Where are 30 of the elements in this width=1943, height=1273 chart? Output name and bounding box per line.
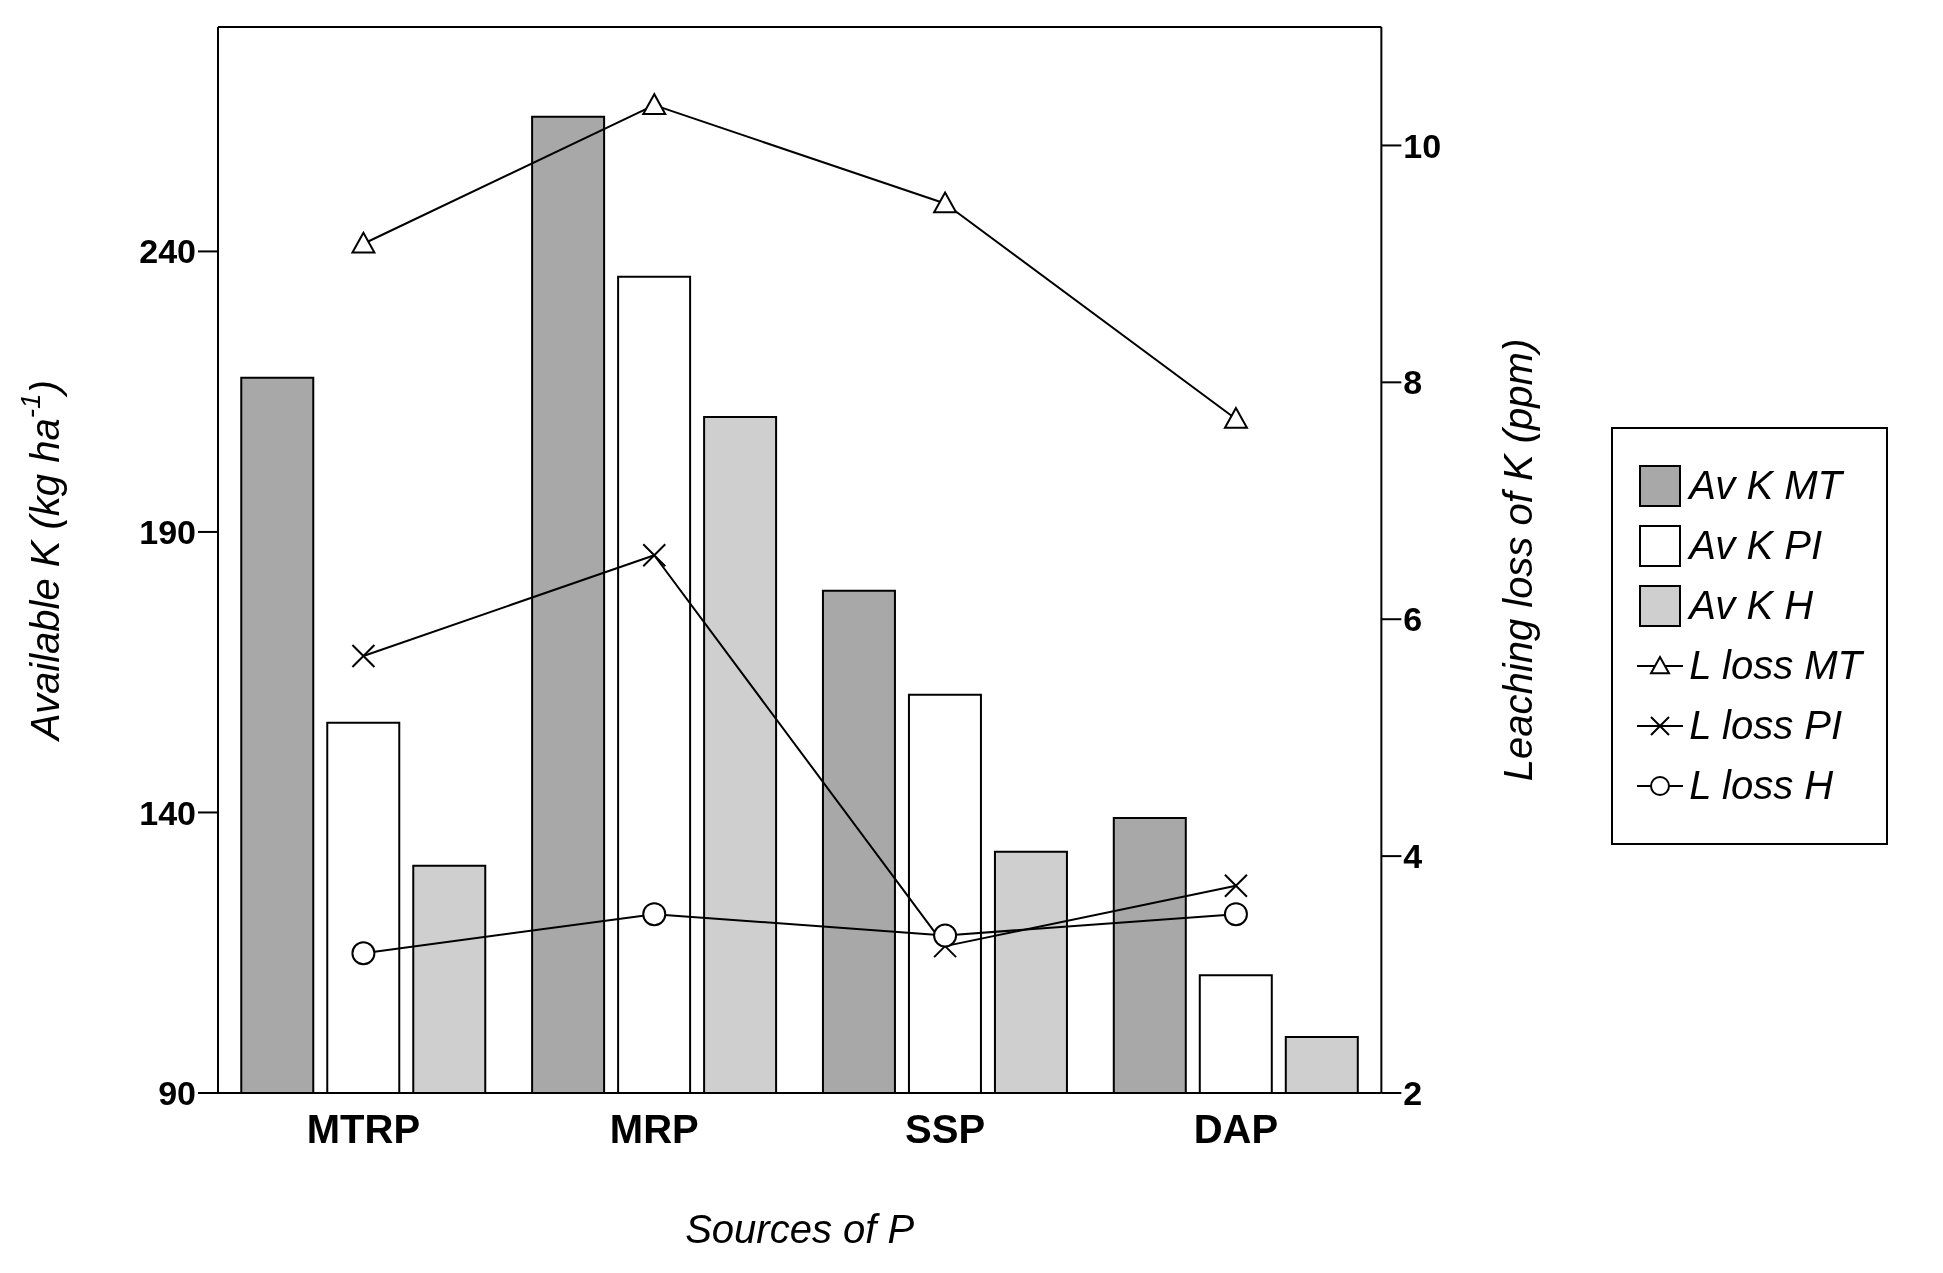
legend-label: Av K PI	[1689, 523, 1823, 568]
point	[351, 231, 376, 254]
x-axis-title: Sources of P	[685, 1207, 915, 1251]
x-tick-label: SSP	[905, 1107, 986, 1152]
y2-tick-label: 6	[1403, 600, 1423, 639]
x-tick-label: MRP	[609, 1107, 699, 1152]
legend-label: Av K H	[1689, 583, 1814, 628]
y2-tick-label: 2	[1403, 1074, 1423, 1113]
point	[1223, 407, 1248, 429]
point	[1223, 902, 1248, 927]
legend-label: L loss PI	[1689, 703, 1843, 748]
y2-tick-label: 4	[1403, 837, 1423, 876]
y2-tick-label: 10	[1403, 126, 1442, 165]
y-tick-label: 90	[158, 1074, 196, 1113]
point	[642, 902, 667, 927]
y2-tick-label: 8	[1403, 363, 1423, 402]
point	[933, 191, 958, 214]
point	[351, 941, 376, 966]
point	[933, 923, 958, 948]
point	[351, 643, 376, 668]
point	[1223, 873, 1248, 898]
y2-axis-title: Leaching loss of K (ppm)	[1495, 338, 1540, 782]
x-tick-label: DAP	[1193, 1107, 1279, 1152]
point	[642, 93, 667, 115]
y-tick-label: 190	[139, 513, 196, 552]
legend-label: L loss H	[1689, 763, 1834, 808]
y-tick-label: 140	[139, 793, 196, 832]
x-tick-label: MTRP	[306, 1107, 421, 1152]
point	[642, 543, 667, 568]
y-tick-label: 240	[139, 232, 196, 271]
